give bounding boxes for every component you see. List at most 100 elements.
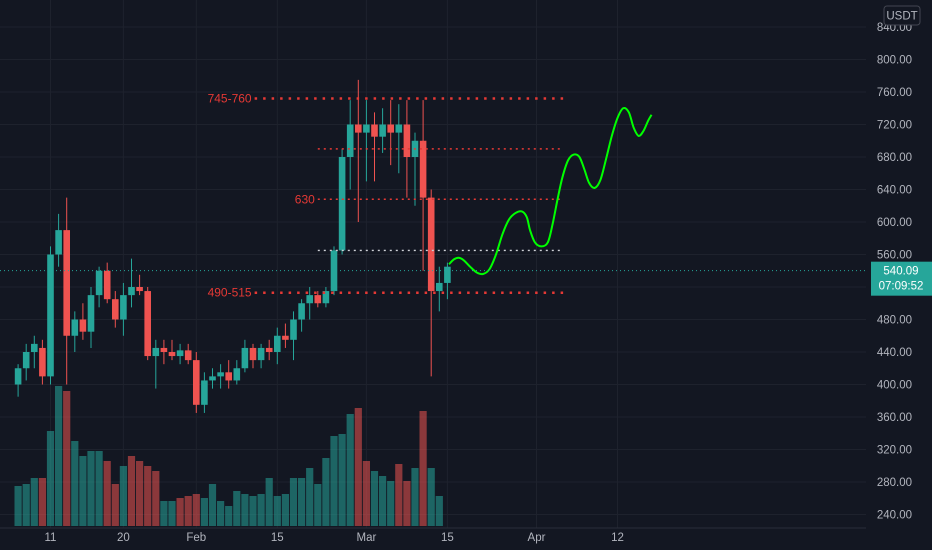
candle[interactable] bbox=[322, 287, 330, 308]
level-line[interactable]: 490-515 bbox=[208, 286, 564, 300]
price-tick-label: 760.00 bbox=[877, 87, 912, 99]
volume-bar bbox=[403, 481, 411, 526]
volume-bar bbox=[338, 434, 346, 526]
candle[interactable] bbox=[63, 197, 70, 385]
candle[interactable] bbox=[355, 79, 362, 222]
candle[interactable] bbox=[176, 343, 184, 365]
candle[interactable] bbox=[144, 287, 151, 361]
candle-body bbox=[427, 197, 435, 292]
level-line[interactable]: 630 bbox=[295, 192, 564, 206]
candle[interactable] bbox=[193, 352, 200, 413]
candle[interactable] bbox=[112, 291, 119, 328]
candle[interactable] bbox=[427, 189, 435, 377]
candle-body bbox=[387, 124, 394, 133]
candle[interactable] bbox=[403, 100, 411, 198]
candle[interactable] bbox=[47, 246, 54, 385]
bar-countdown: 07:09:52 bbox=[879, 281, 924, 293]
candle[interactable] bbox=[201, 372, 208, 413]
candle[interactable] bbox=[290, 311, 297, 361]
candle[interactable] bbox=[39, 339, 46, 385]
candle[interactable] bbox=[314, 291, 322, 308]
candle[interactable] bbox=[55, 213, 62, 267]
volume-bar bbox=[346, 414, 354, 526]
volume-bar bbox=[192, 494, 200, 526]
candle[interactable] bbox=[14, 364, 22, 397]
candle[interactable] bbox=[419, 100, 427, 271]
candle[interactable] bbox=[298, 299, 305, 332]
candle[interactable] bbox=[241, 339, 249, 373]
candle-body bbox=[217, 372, 224, 377]
volume-bar bbox=[160, 501, 168, 526]
price-tick-label: 440.00 bbox=[877, 347, 912, 359]
candle[interactable] bbox=[233, 360, 241, 385]
candle[interactable] bbox=[31, 335, 38, 369]
candle-body bbox=[338, 157, 346, 251]
candle-body bbox=[128, 287, 135, 296]
volume-bar bbox=[362, 461, 370, 526]
candle[interactable] bbox=[363, 100, 370, 182]
candle-body bbox=[39, 347, 46, 377]
candle[interactable] bbox=[136, 274, 143, 296]
candle-body bbox=[274, 335, 281, 352]
volume-bars bbox=[14, 386, 443, 526]
time-axis[interactable]: 11 20 Feb 15 Mar 15 Apr 12 bbox=[0, 527, 866, 544]
candle[interactable] bbox=[249, 343, 257, 369]
volume-bar bbox=[370, 471, 379, 526]
candle[interactable] bbox=[274, 327, 281, 365]
candle-body bbox=[112, 299, 119, 320]
time-tick-label: 12 bbox=[611, 532, 624, 544]
candle[interactable] bbox=[338, 148, 346, 255]
candle[interactable] bbox=[103, 262, 111, 304]
currency-badge[interactable]: USDT bbox=[883, 5, 921, 26]
candle[interactable] bbox=[160, 339, 168, 365]
candle[interactable] bbox=[95, 266, 103, 308]
candle[interactable] bbox=[265, 339, 273, 361]
price-tick-label: 280.00 bbox=[877, 477, 912, 489]
volume-bar bbox=[387, 481, 395, 526]
volume-bar bbox=[208, 484, 217, 526]
candle[interactable] bbox=[225, 360, 232, 389]
candle[interactable] bbox=[346, 100, 354, 190]
horizontal-levels[interactable]: 745-760 630 490-515 bbox=[208, 92, 564, 300]
candle[interactable] bbox=[436, 266, 443, 312]
candle-body bbox=[152, 347, 160, 357]
candle[interactable] bbox=[71, 311, 79, 352]
candle[interactable] bbox=[152, 339, 160, 389]
candle[interactable] bbox=[282, 323, 289, 348]
candle[interactable] bbox=[395, 104, 403, 174]
candlesticks[interactable] bbox=[14, 79, 451, 413]
candle[interactable] bbox=[128, 258, 135, 308]
candle[interactable] bbox=[387, 100, 394, 166]
candle[interactable] bbox=[306, 287, 313, 320]
candle-body bbox=[193, 360, 200, 405]
candle[interactable] bbox=[79, 303, 87, 340]
volume-bar bbox=[87, 451, 95, 526]
candle[interactable] bbox=[379, 108, 386, 153]
candle[interactable] bbox=[444, 262, 451, 300]
candle[interactable] bbox=[120, 282, 127, 336]
volume-bar bbox=[265, 478, 273, 526]
projection-path[interactable] bbox=[448, 107, 653, 276]
candle[interactable] bbox=[257, 343, 265, 369]
candle-body bbox=[225, 372, 232, 381]
candle[interactable] bbox=[22, 343, 30, 381]
candle[interactable] bbox=[330, 246, 338, 296]
candle[interactable] bbox=[209, 368, 216, 389]
candle[interactable] bbox=[371, 112, 378, 182]
volume-bar bbox=[46, 431, 55, 526]
volume-bar bbox=[427, 468, 435, 526]
candle-body bbox=[233, 368, 241, 381]
price-tick-label: 320.00 bbox=[877, 445, 912, 457]
volume-bar bbox=[168, 501, 176, 526]
candle[interactable] bbox=[217, 364, 224, 389]
candle[interactable] bbox=[87, 287, 95, 348]
current-price-value: 540.09 bbox=[883, 266, 918, 278]
volume-bar bbox=[30, 478, 38, 526]
candle[interactable] bbox=[168, 339, 176, 361]
candle-body bbox=[47, 254, 54, 377]
candle[interactable] bbox=[184, 343, 192, 365]
level-line[interactable]: 745-760 bbox=[208, 92, 564, 106]
volume-bar bbox=[95, 451, 103, 526]
